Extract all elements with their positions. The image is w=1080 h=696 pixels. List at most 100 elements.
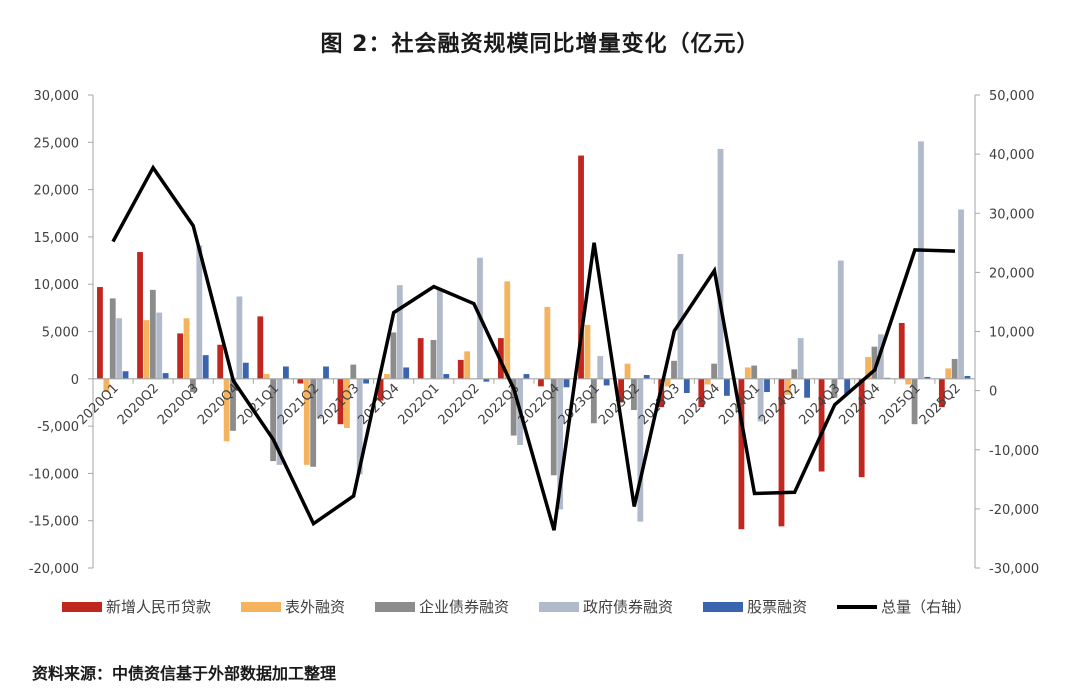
bar-loans	[177, 333, 184, 379]
category-label: 2022Q2	[436, 381, 483, 428]
bar-loans	[538, 378, 544, 387]
bar-offbalance	[544, 306, 551, 379]
left-tick-label: 30,000	[34, 89, 80, 104]
bar-corpbond	[310, 378, 317, 467]
bar-equity	[844, 378, 851, 394]
category-label: 2020Q3	[155, 381, 202, 428]
bar-loans	[457, 359, 464, 379]
bar-loans	[778, 378, 785, 527]
bar-equity	[924, 376, 931, 379]
bar-loans	[137, 252, 143, 379]
bar-equity	[122, 371, 129, 379]
bar-swatch-icon	[539, 601, 580, 612]
bar-corpbond	[430, 340, 437, 379]
bar-corpbond	[711, 363, 718, 379]
legend-label: 股票融资	[747, 598, 808, 616]
bar-govbond	[677, 253, 684, 379]
left-tick-label: -15,000	[29, 515, 79, 530]
bar-corpbond	[550, 378, 557, 476]
bar-govbond	[196, 245, 203, 379]
bar-offbalance	[223, 378, 230, 442]
bar-govbond	[436, 289, 443, 379]
bar-equity	[523, 374, 530, 379]
bar-equity	[323, 366, 329, 379]
bar-swatch-icon	[375, 601, 416, 612]
bar-govbond	[918, 141, 924, 379]
right-tick-label: -10,000	[989, 444, 1039, 459]
bar-govbond	[837, 260, 844, 379]
bar-corpbond	[510, 378, 517, 436]
bar-loans	[738, 378, 745, 530]
legend-item-govbond: 政府债券融资	[539, 596, 673, 617]
right-tick-label: 40,000	[989, 148, 1035, 163]
bar-corpbond	[350, 364, 357, 379]
bar-swatch-icon	[241, 601, 282, 612]
bar-corpbond	[390, 332, 397, 379]
bar-loans	[337, 378, 344, 425]
left-tick-label: 15,000	[34, 231, 80, 246]
right-tick-label: 50,000	[989, 89, 1035, 104]
bar-govbond	[236, 296, 243, 379]
legend-label: 总量（右轴）	[881, 598, 972, 616]
category-label: 2020Q2	[115, 381, 162, 428]
left-tick-label: -20,000	[29, 562, 79, 577]
right-tick-label: -20,000	[989, 503, 1039, 518]
bar-loans	[257, 316, 264, 379]
line-swatch-icon	[837, 604, 878, 609]
bar-equity	[162, 373, 169, 379]
bar-offbalance	[343, 378, 350, 428]
bar-offbalance	[744, 367, 751, 379]
bar-equity	[683, 378, 690, 393]
bar-govbond	[757, 378, 764, 422]
bar-offbalance	[303, 378, 310, 465]
bar-govbond	[958, 209, 964, 379]
bar-equity	[603, 378, 610, 386]
bar-govbond	[276, 378, 283, 465]
bar-equity	[202, 355, 209, 379]
legend-label: 新增人民币贷款	[106, 598, 212, 616]
bar-govbond	[396, 285, 403, 379]
bar-equity	[242, 362, 249, 379]
bar-equity	[563, 378, 570, 388]
category-label: 2020Q1	[75, 381, 122, 428]
legend-item-total: 总量（右轴）	[837, 596, 971, 617]
bar-equity	[724, 378, 730, 396]
left-tick-label: 20,000	[34, 184, 80, 199]
bar-equity	[443, 374, 450, 379]
bar-govbond	[116, 318, 123, 379]
bar-offbalance	[584, 324, 591, 379]
right-tick-label: 0	[989, 385, 997, 400]
left-tick-label: -10,000	[29, 467, 79, 482]
legend-label: 企业债券融资	[419, 598, 510, 616]
bar-loans	[377, 378, 384, 401]
bar-govbond	[717, 148, 724, 379]
source-note: 资料来源：中债资信基于外部数据加工整理	[32, 664, 337, 683]
bar-corpbond	[190, 378, 196, 393]
legend-item-equity: 股票融资	[703, 596, 807, 617]
legend-label: 政府债券融资	[583, 598, 674, 616]
bar-offbalance	[384, 374, 390, 379]
bar-govbond	[316, 378, 323, 419]
bar-loans	[858, 378, 865, 478]
bar-corpbond	[791, 369, 798, 379]
total-line	[111, 164, 956, 531]
bar-loans	[578, 155, 584, 379]
bar-equity	[363, 378, 369, 384]
bar-equity	[643, 375, 650, 379]
bar-corpbond	[871, 346, 878, 379]
bar-loans	[618, 378, 625, 403]
bar-corpbond	[590, 378, 597, 424]
bar-offbalance	[905, 378, 912, 385]
legend-item-offbalance: 表外融资	[241, 596, 345, 617]
bar-govbond	[597, 356, 604, 379]
bar-corpbond	[109, 298, 116, 379]
bar-loans	[97, 287, 103, 379]
left-tick-label: 25,000	[34, 136, 80, 151]
bar-equity	[483, 378, 490, 382]
bar-offbalance	[624, 363, 631, 379]
left-tick-label: 10,000	[34, 278, 80, 293]
bar-loans	[417, 338, 424, 379]
bar-loans	[938, 378, 945, 408]
bar-offbalance	[504, 281, 511, 379]
bar-corpbond	[951, 358, 958, 379]
